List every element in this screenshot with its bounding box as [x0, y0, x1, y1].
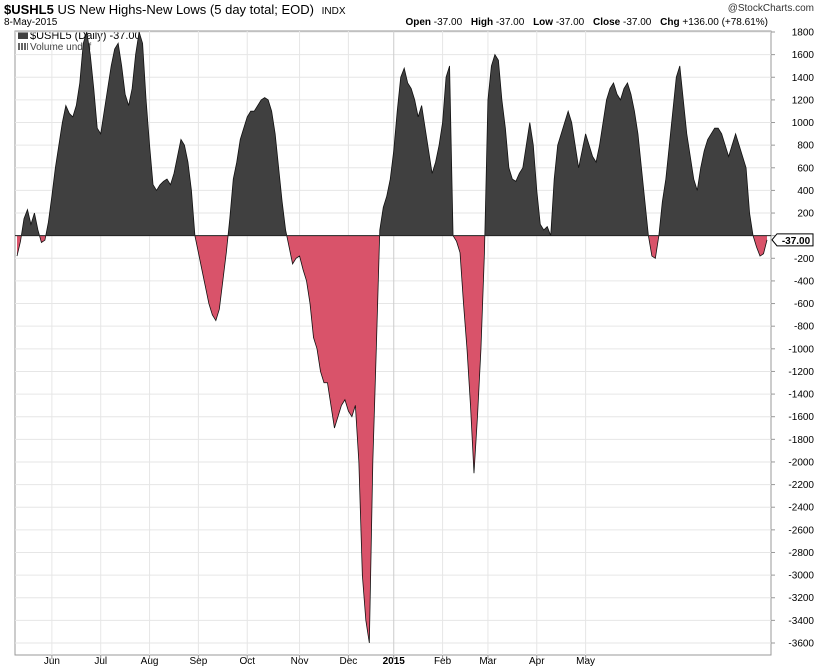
y-tick-label: 1800 — [792, 28, 815, 39]
x-tick-label: Nov — [291, 656, 309, 667]
positive-area — [21, 32, 754, 236]
y-tick-label: -1600 — [788, 412, 814, 423]
y-tick-label: 1400 — [792, 73, 815, 84]
plot-frame — [14, 30, 772, 656]
y-tick-label: -1200 — [788, 367, 814, 378]
volume-legend-label: Volume undef — [30, 42, 92, 53]
last-value-box — [771, 233, 814, 247]
x-tick-label: Apr — [529, 656, 545, 667]
y-tick-label: -2200 — [788, 480, 814, 491]
x-tick-label: Mar — [479, 656, 497, 667]
y-tick-label: 200 — [797, 209, 814, 220]
close-label: Close — [592, 17, 621, 28]
y-tick-label: -2800 — [788, 548, 814, 559]
copyright: @StockCharts.com — [727, 3, 814, 14]
x-tick-label: Feb — [434, 656, 452, 667]
exchange: INDX — [321, 6, 346, 17]
ohlc-readout: Open -37.00 High -37.00 Low -37.00 Close… — [399, 17, 768, 28]
y-tick-label: -800 — [794, 322, 814, 333]
symbol: $USHL5 — [4, 2, 54, 17]
y-tick-label: -3400 — [788, 616, 814, 627]
chart-header: $USHL5 US New Highs-New Lows (5 day tota… — [0, 0, 820, 32]
y-tick-label: 1000 — [792, 118, 815, 129]
low-value: -37.00 — [555, 17, 585, 28]
x-tick-label: May — [576, 656, 595, 667]
y-tick-label: -2400 — [788, 503, 814, 514]
y-tick-label: -400 — [794, 276, 814, 287]
high-value: -37.00 — [495, 17, 525, 28]
y-tick-label: 600 — [797, 163, 814, 174]
symbol-title: $USHL5 US New Highs-New Lows (5 day tota… — [4, 2, 346, 17]
y-tick-label: 800 — [797, 141, 814, 152]
x-tick-label: Dec — [339, 656, 357, 667]
y-tick-label: -200 — [794, 254, 814, 265]
y-tick-label: -3000 — [788, 571, 814, 582]
y-tick-label: -3600 — [788, 639, 814, 650]
symbol-description: US New Highs-New Lows (5 day total; EOD) — [57, 2, 314, 17]
y-axis: 1800 1600 1400 1200 1000 800 600 400 200 -200 -400… — [771, 28, 814, 650]
x-axis: Jun Jul Aug Sep Oct Nov Dec 2015 Feb Mar Apr May — [44, 655, 595, 667]
high-label: High — [470, 17, 494, 28]
y-tick-label: -600 — [794, 299, 814, 310]
last-value-tag: -37.00 — [771, 233, 814, 247]
x-tick-label: 2015 — [383, 656, 406, 667]
x-tick-label: Oct — [239, 656, 255, 667]
x-tick-label: Aug — [141, 656, 159, 667]
x-tick-label: Sep — [189, 656, 207, 667]
open-label: Open — [405, 17, 431, 28]
y-tick-label: -2000 — [788, 457, 814, 468]
y-tick-label: 400 — [797, 186, 814, 197]
y-tick-label: 1600 — [792, 50, 815, 61]
series-line — [16, 31, 768, 644]
y-tick-label: -1400 — [788, 390, 814, 401]
chart-date: 8-May-2015 — [4, 17, 58, 28]
x-tick-label: Jul — [94, 656, 107, 667]
low-label: Low — [533, 17, 554, 28]
series-swatch-icon — [18, 31, 28, 39]
last-value-label: -37.00 — [782, 236, 811, 247]
y-tick-label: -2600 — [788, 525, 814, 536]
open-value: -37.00 — [433, 17, 463, 28]
x-tick-label: Jun — [44, 656, 60, 667]
chg-value: +136.00 (+78.61%) — [682, 17, 768, 28]
y-tick-label: 1200 — [792, 95, 815, 106]
chg-label: Chg — [660, 17, 680, 28]
y-tick-label: -1000 — [788, 344, 814, 355]
close-value: -37.00 — [623, 17, 652, 28]
volume-bars-icon — [18, 43, 28, 50]
y-tick-label: -3200 — [788, 593, 814, 604]
y-tick-label: -1800 — [788, 435, 814, 446]
series-areas — [16, 31, 768, 644]
